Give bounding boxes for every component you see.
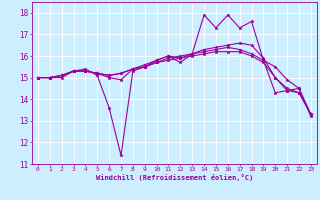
X-axis label: Windchill (Refroidissement éolien,°C): Windchill (Refroidissement éolien,°C) [96,174,253,181]
